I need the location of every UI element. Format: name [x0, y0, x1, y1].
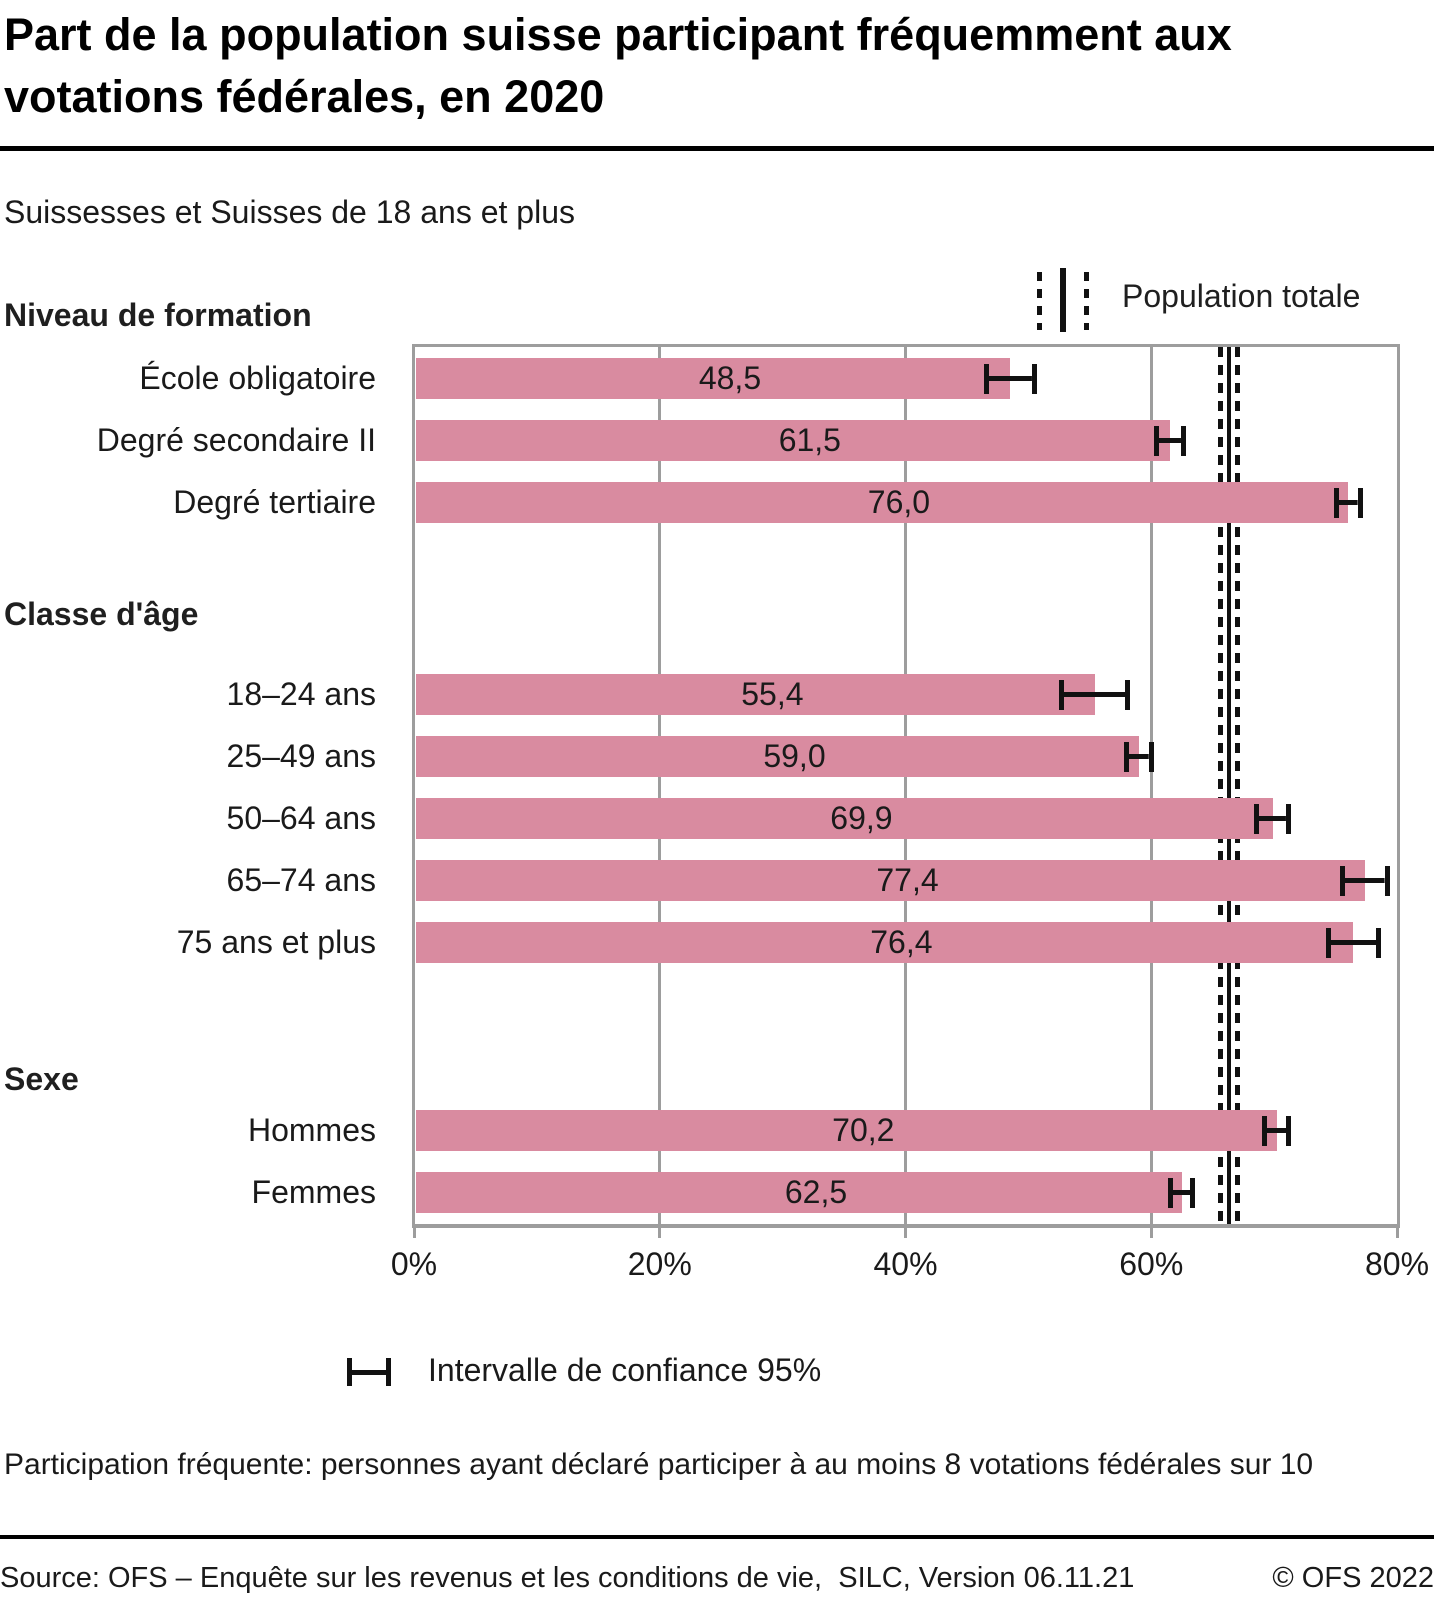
error-bar: [1059, 679, 1131, 710]
x-axis-label-60: 60%: [1119, 1246, 1184, 1282]
x-axis-label-0: 0%: [390, 1246, 438, 1282]
bar-48.5: [416, 358, 1010, 399]
error-bar: [1153, 425, 1186, 456]
reference-ci-low-line: [1217, 347, 1223, 1224]
legend-dotted-line-icon: [1084, 272, 1089, 330]
error-bar: [984, 363, 1037, 394]
bar-value-label: 55,4: [741, 676, 804, 712]
error-bar: [1168, 1177, 1196, 1208]
bar-value-label: 48,5: [698, 360, 762, 396]
bar-value-label: 77,4: [876, 862, 939, 898]
bar-value-label: 59,0: [763, 738, 826, 774]
x-axis-tick-20: [658, 1225, 662, 1238]
x-axis-tick-80: [1395, 1225, 1399, 1238]
page-title: Part de la population suisse participant…: [4, 9, 1232, 122]
bar-value-label: 76,0: [867, 484, 931, 520]
bar-70.2: [416, 1110, 1277, 1151]
bar-69.9: [416, 798, 1273, 839]
error-bar: [1261, 1115, 1292, 1146]
legend-confidence-interval-label: Intervalle de confiance 95%: [428, 1352, 822, 1388]
legend-solid-line-icon: [1060, 268, 1066, 332]
bar-value-label: 62,5: [784, 1174, 848, 1210]
chart-subtitle: Suissesses et Suisses de 18 ans et plus: [4, 194, 575, 230]
bar-chart: Niveau de formation École obligatoire 48,5…: [4, 297, 1430, 1282]
copyright-text: © OFS 2022: [1272, 1562, 1434, 1594]
row-label: Femmes: [251, 1174, 376, 1210]
source-text: Source: OFS – Enquête sur les revenus et…: [0, 1562, 1135, 1594]
reference-total-population-line: [1226, 347, 1231, 1224]
footnote: Participation fréquente: personnes ayant…: [4, 1448, 1314, 1481]
row-label: Degré tertiaire: [173, 484, 376, 520]
title-rule: [0, 146, 1434, 151]
row-label: 18–24 ans: [226, 676, 376, 712]
legend-population-totale-label: Population totale: [1122, 278, 1361, 314]
legend-dotted-line-icon: [1037, 272, 1042, 330]
gridline-20: [658, 347, 662, 1224]
group-header-2: Sexe: [4, 1061, 79, 1097]
gridline-40: [904, 347, 907, 1224]
row-label: 25–49 ans: [226, 738, 376, 774]
source-line: Source: OFS – Enquête sur les revenus et…: [0, 1562, 1434, 1595]
bar-value-label: 69,9: [830, 800, 893, 836]
error-bar: [1325, 927, 1381, 958]
bar-59: [416, 736, 1139, 777]
bar-value-label: 61,5: [778, 422, 841, 458]
group-header-1: Classe d'âge: [4, 596, 199, 632]
row-label: 75 ans et plus: [176, 924, 376, 960]
bar-62.5: [416, 1172, 1182, 1213]
x-axis-tick-0: [412, 1225, 416, 1238]
x-axis-label-80: 80%: [1364, 1246, 1430, 1282]
error-bar: [1334, 487, 1363, 518]
row-label: Hommes: [247, 1112, 376, 1148]
group-header-0: Niveau de formation: [4, 297, 312, 333]
x-axis-tick-40: [904, 1225, 907, 1238]
error-bar: [1124, 741, 1154, 772]
bar-76.4: [416, 922, 1353, 963]
bar-55.4: [416, 674, 1095, 715]
x-axis-tick-60: [1149, 1225, 1153, 1238]
error-bar: [1340, 865, 1390, 896]
gridline-60: [1149, 347, 1153, 1224]
x-axis-label-40: 40%: [873, 1246, 938, 1282]
bar-value-label: 70,2: [832, 1112, 895, 1148]
reference-ci-high-line: [1234, 347, 1240, 1224]
bar-value-label: 76,4: [870, 924, 933, 960]
row-label: École obligatoire: [139, 360, 376, 396]
bar-61.5: [416, 420, 1170, 461]
row-label: Degré secondaire II: [96, 422, 376, 458]
bar-76: [416, 482, 1348, 523]
x-axis-label-20: 20%: [627, 1246, 692, 1282]
row-label: 50–64 ans: [226, 800, 376, 836]
row-label: 65–74 ans: [226, 862, 376, 898]
error-bar: [1254, 803, 1292, 834]
footer-rule: [0, 1535, 1434, 1539]
confidence-interval-icon: [347, 1358, 391, 1386]
bar-77.4: [416, 860, 1366, 901]
